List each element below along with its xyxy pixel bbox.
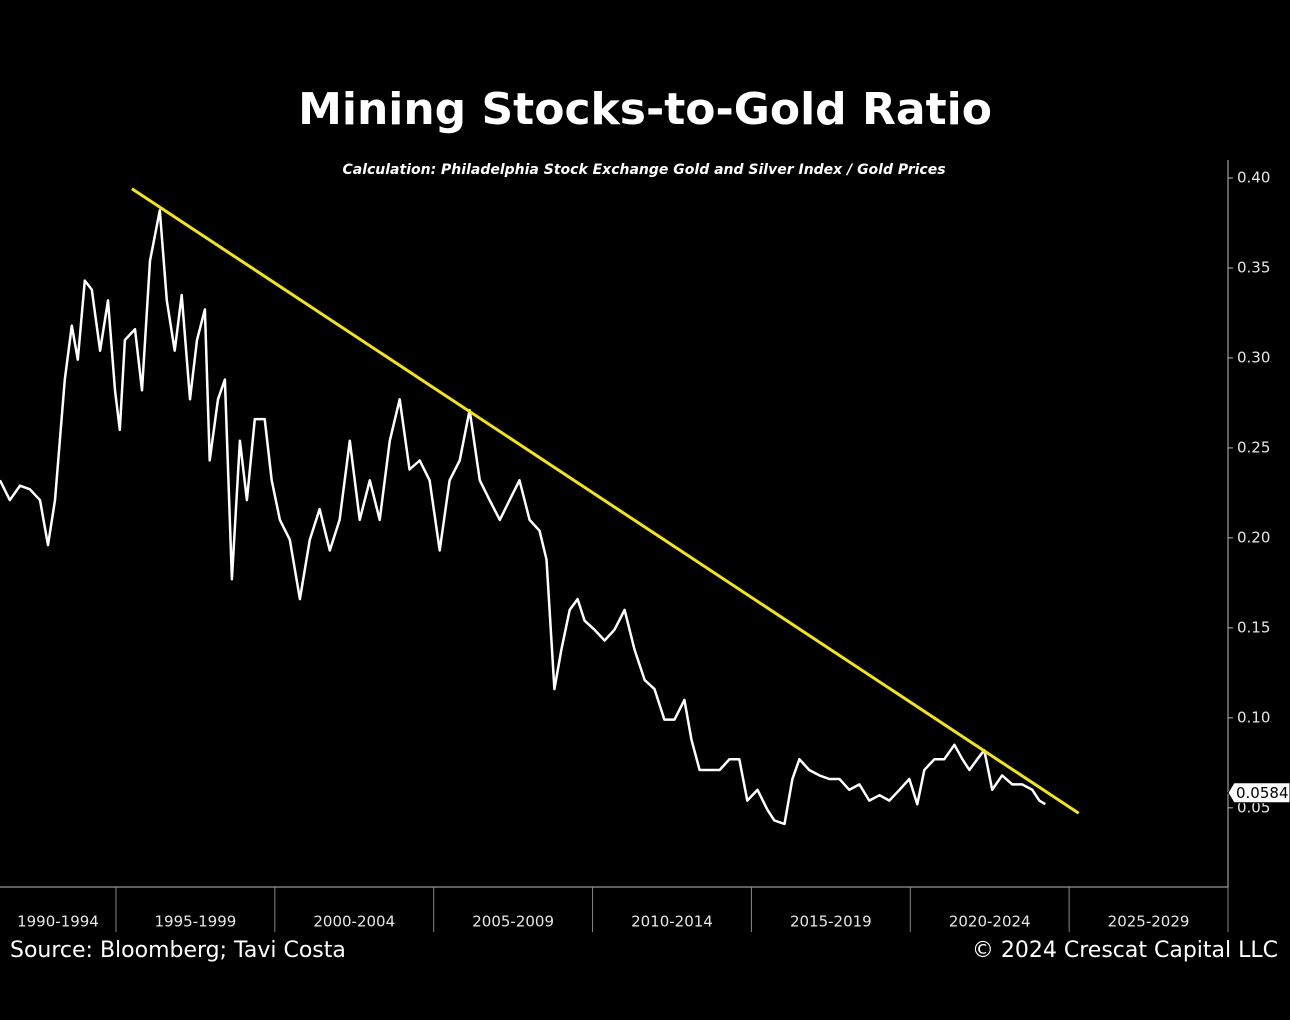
x-category-label: 2010-2014 <box>631 913 713 931</box>
chart-title: Mining Stocks-to-Gold Ratio <box>298 84 992 135</box>
x-category-label: 2005-2009 <box>472 913 554 931</box>
source-note: Source: Bloomberg; Tavi Costa <box>10 938 346 963</box>
copyright-note: © 2024 Crescat Capital LLC <box>972 938 1278 963</box>
y-tick-label: 0.20 <box>1237 528 1270 546</box>
y-tick-label: 0.35 <box>1237 258 1270 276</box>
y-tick-label: 0.25 <box>1237 438 1270 456</box>
y-tick-label: 0.40 <box>1237 168 1270 186</box>
x-category-label: 2025-2029 <box>1108 913 1190 931</box>
x-category-label: 2015-2019 <box>790 913 872 931</box>
ratio-line <box>0 209 1046 826</box>
y-tick-label: 0.15 <box>1237 618 1270 636</box>
x-category-label: 2000-2004 <box>313 913 395 931</box>
chart-subtitle: Calculation: Philadelphia Stock Exchange… <box>342 162 945 178</box>
x-category-label: 1995-1999 <box>155 913 237 931</box>
current-value-label: 0.0584 <box>1236 784 1289 802</box>
x-category-label: 1990-1994 <box>17 913 99 931</box>
current-value-tag <box>1227 782 1290 804</box>
y-tick-label: 0.30 <box>1237 348 1270 366</box>
trend-line <box>131 187 1080 815</box>
y-tick-label: 0.10 <box>1237 708 1270 726</box>
x-category-label: 2020-2024 <box>949 913 1031 931</box>
